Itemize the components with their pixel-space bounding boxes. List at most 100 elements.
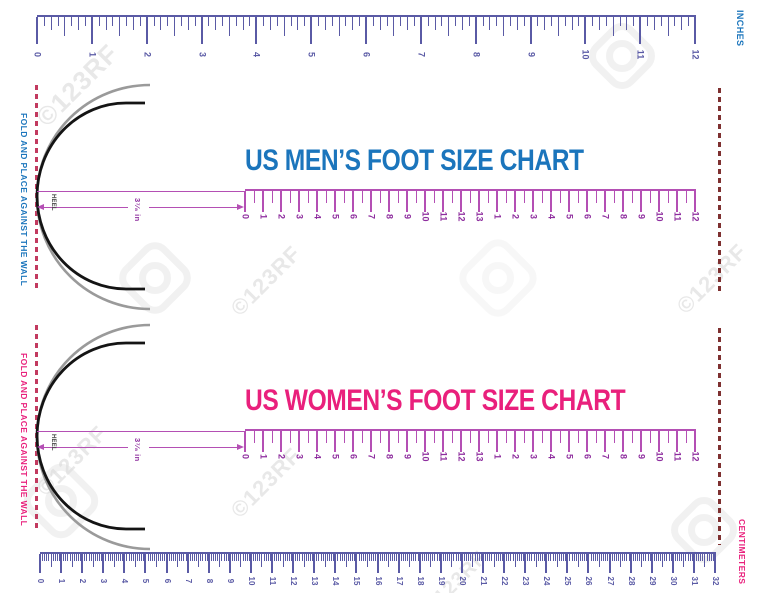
ruler-number: 6 <box>582 453 593 459</box>
tick <box>65 554 67 561</box>
ruler-number: 8 <box>384 453 395 459</box>
ruler-number: 9 <box>402 453 413 459</box>
tick <box>599 17 601 30</box>
tick <box>455 17 457 26</box>
tick <box>48 554 50 561</box>
men-heel-label: HEEL <box>50 194 56 211</box>
tick <box>470 191 471 203</box>
tick <box>71 17 73 26</box>
tick <box>478 431 480 452</box>
tick <box>274 554 276 561</box>
tick <box>371 554 373 561</box>
ruler-number: 6 <box>348 453 359 459</box>
tick <box>603 554 605 561</box>
tick <box>119 17 121 36</box>
tick <box>694 191 696 212</box>
tick <box>660 17 662 26</box>
tick <box>692 554 695 573</box>
men-title: US MEN’S FOOT SIZE CHART <box>245 144 584 177</box>
tick <box>700 554 702 561</box>
tick <box>194 17 196 26</box>
tick <box>324 17 326 30</box>
tick <box>318 17 320 26</box>
tick <box>666 554 668 561</box>
tick <box>122 554 124 561</box>
tick <box>334 431 336 452</box>
tick <box>575 554 577 561</box>
tick <box>608 554 611 573</box>
tick <box>453 554 455 561</box>
tick <box>560 191 561 203</box>
tick <box>614 191 615 203</box>
tick <box>580 554 581 561</box>
tick <box>434 431 435 443</box>
tick <box>434 554 436 561</box>
centimeters-unit-label: CENTIMETERS <box>737 519 747 585</box>
ruler-number: 8 <box>384 213 395 219</box>
tick <box>605 554 607 561</box>
tick <box>694 17 696 44</box>
tick <box>283 17 285 36</box>
tick <box>439 554 442 573</box>
tick <box>438 554 440 561</box>
tick <box>240 554 242 567</box>
tick <box>139 554 141 561</box>
watermark-text: ©123RF <box>225 240 306 321</box>
tick <box>145 17 148 44</box>
tick <box>455 554 457 561</box>
ruler-number: 9 <box>636 453 647 459</box>
tick <box>605 17 607 26</box>
tick <box>225 554 227 561</box>
tick <box>262 431 264 452</box>
tick <box>383 554 385 561</box>
women-heel-label: HEEL <box>50 434 56 451</box>
ruler-number: 6 <box>582 213 593 219</box>
tick <box>42 554 44 561</box>
ruler-number: 2 <box>142 51 153 57</box>
tick <box>714 554 716 573</box>
tick <box>386 17 388 26</box>
ruler-number: 8 <box>204 578 214 584</box>
tick <box>347 554 349 561</box>
tick <box>662 554 664 567</box>
tick <box>424 191 426 212</box>
tick <box>343 554 345 561</box>
tick <box>99 554 101 561</box>
ruler-number: 13 <box>310 576 320 586</box>
tick <box>524 554 527 573</box>
tick <box>373 554 375 561</box>
tick <box>364 554 366 561</box>
tick <box>52 554 54 561</box>
ruler-number: 1 <box>87 51 98 57</box>
tick <box>248 554 250 561</box>
tick <box>639 17 642 44</box>
tick <box>254 431 255 443</box>
ruler-number: 28 <box>626 576 636 586</box>
ruler-line <box>40 552 716 554</box>
tick <box>702 554 704 561</box>
tick <box>620 554 622 567</box>
tick <box>596 191 597 203</box>
tick <box>179 554 181 561</box>
tick <box>491 554 493 561</box>
tick <box>112 17 114 26</box>
tick <box>476 554 478 561</box>
ruler-number: 1 <box>492 453 503 459</box>
ruler-number: 11 <box>268 576 278 586</box>
tick <box>451 554 453 567</box>
tick <box>424 431 426 452</box>
tick <box>448 17 450 36</box>
tick <box>584 17 587 44</box>
tick <box>307 554 309 561</box>
tick <box>612 17 614 36</box>
tick <box>255 17 258 44</box>
tick <box>677 554 679 561</box>
tick <box>63 554 65 561</box>
tick <box>556 554 558 567</box>
tick <box>643 554 645 561</box>
tick <box>452 191 453 203</box>
tick <box>629 554 632 573</box>
tick <box>276 17 278 26</box>
ruler-number: 3 <box>294 213 305 219</box>
tick <box>582 554 584 561</box>
